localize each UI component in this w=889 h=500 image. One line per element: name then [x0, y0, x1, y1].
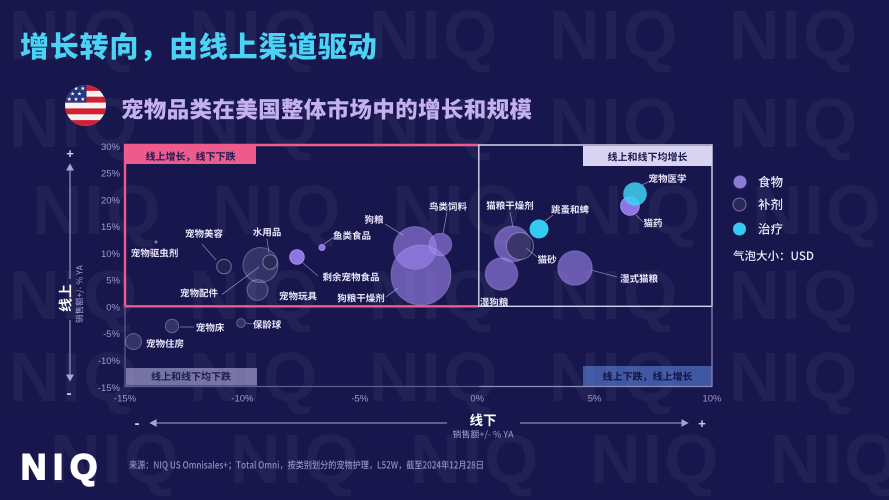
svg-text:+: + — [698, 416, 706, 431]
svg-text:-10%: -10% — [231, 394, 254, 405]
svg-text:-5%: -5% — [103, 329, 120, 340]
svg-text:0%: 0% — [106, 302, 120, 313]
svg-text:-15%: -15% — [114, 394, 137, 405]
svg-text:-: - — [67, 385, 72, 402]
svg-text:-15%: -15% — [98, 383, 121, 394]
svg-text:25%: 25% — [101, 169, 121, 180]
svg-text:5%: 5% — [588, 394, 602, 405]
svg-text:10%: 10% — [702, 394, 722, 405]
svg-text:-5%: -5% — [351, 394, 368, 405]
svg-text:5%: 5% — [106, 276, 120, 287]
svg-text:-10%: -10% — [98, 356, 121, 367]
svg-text:10%: 10% — [101, 249, 121, 260]
svg-text:0%: 0% — [470, 394, 484, 405]
svg-text:-: - — [135, 415, 140, 432]
svg-text:20%: 20% — [101, 195, 121, 206]
svg-text:30%: 30% — [101, 142, 121, 153]
svg-text:+: + — [66, 146, 74, 161]
svg-text:15%: 15% — [101, 222, 121, 233]
